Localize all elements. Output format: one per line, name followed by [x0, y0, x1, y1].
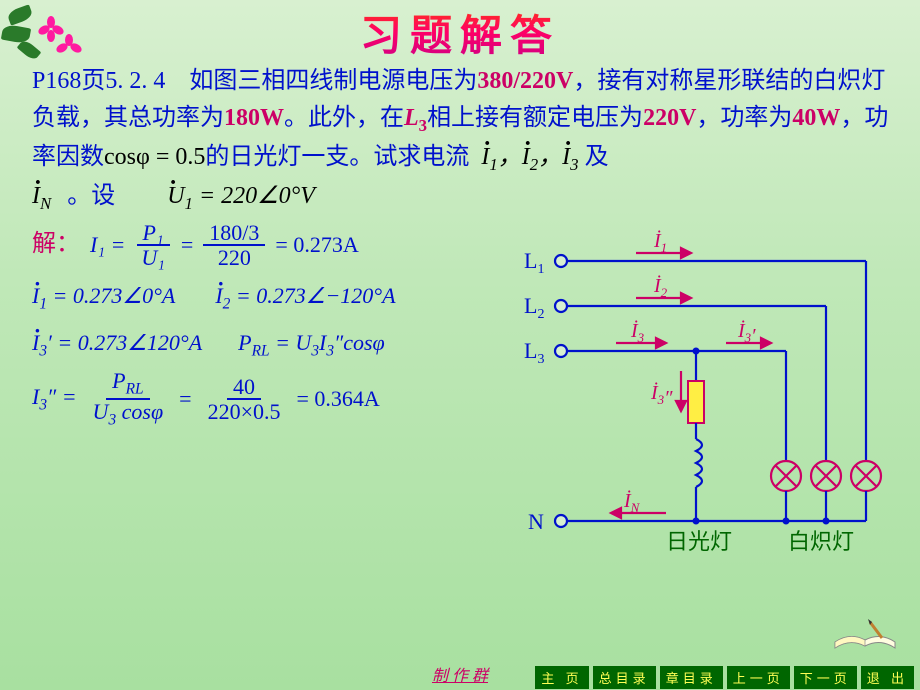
- lamp-label: 白炽灯: [788, 529, 854, 554]
- fluorescent-label: 日光灯: [666, 529, 732, 554]
- problem-ref: P168页5. 2. 4: [32, 68, 165, 94]
- nav-footer: 主 页 总目录 章目录 上一页 下一页 退 出: [0, 664, 920, 690]
- nav-toc[interactable]: 总目录: [593, 666, 656, 689]
- nav-chapter[interactable]: 章目录: [660, 666, 723, 689]
- nav-home[interactable]: 主 页: [535, 666, 588, 689]
- svg-text:İ2: İ2: [653, 274, 668, 300]
- svg-text:İ3: İ3: [630, 319, 645, 345]
- nav-exit[interactable]: 退 出: [861, 666, 914, 689]
- svg-text:İ3″: İ3″: [650, 381, 673, 409]
- solution-equations: 解： I₁ = P₁U₁ = 180/3220 = 0.273A I1 = 0.…: [32, 221, 516, 573]
- book-icon: [830, 602, 900, 654]
- nav-next[interactable]: 下一页: [794, 666, 857, 689]
- svg-text:L2: L2: [524, 293, 544, 322]
- svg-text:İN: İN: [623, 489, 641, 515]
- nav-prev[interactable]: 上一页: [727, 666, 790, 689]
- solution-label: 解：: [32, 226, 80, 263]
- page-title: 习题解答: [0, 0, 920, 63]
- problem-statement: P168页5. 2. 4 如图三相四线制电源电压为380/220V，接有对称星形…: [32, 63, 896, 217]
- svg-text:L1: L1: [524, 248, 544, 277]
- svg-text:N: N: [528, 509, 544, 534]
- svg-text:İ1: İ1: [653, 229, 667, 255]
- svg-text:L3: L3: [524, 338, 544, 367]
- circuit-diagram: L1 L2 L3 N İ1 İ2 İ3 İ3′ İ3″ İN 日光灯 白炽灯: [516, 221, 896, 573]
